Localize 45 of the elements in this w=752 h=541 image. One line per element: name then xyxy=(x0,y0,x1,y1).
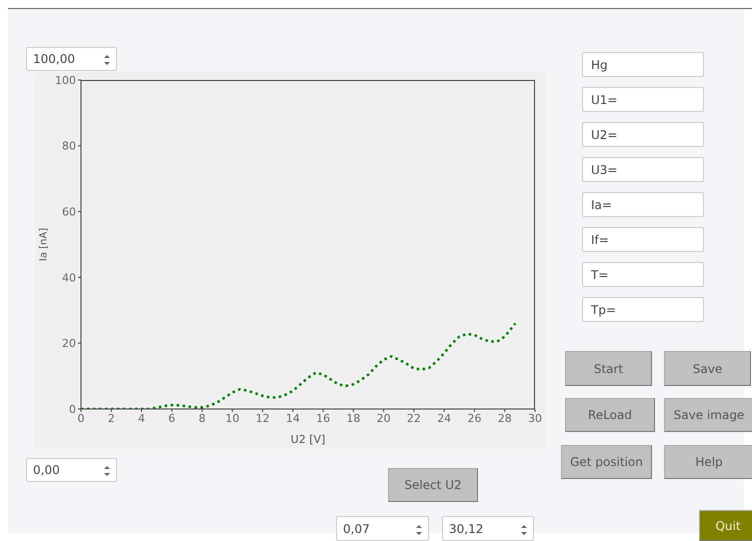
y-tick-label: 0 xyxy=(69,402,76,416)
spin-box: 30,12 xyxy=(442,516,534,541)
x-axis-title: U2 [V] xyxy=(290,433,326,446)
button: Help xyxy=(664,445,752,479)
x-tick-label: 22 xyxy=(406,412,421,425)
button: Save image xyxy=(664,398,752,432)
button: Save xyxy=(664,351,751,386)
y-tick-label: 80 xyxy=(62,140,76,153)
text-field: U1= xyxy=(582,87,704,112)
x-tick-label: 14 xyxy=(286,412,300,425)
spin-box: 100,00 xyxy=(26,47,117,71)
button: Select U2 xyxy=(388,468,478,502)
x-tick-label: 10 xyxy=(225,412,240,425)
text-field: U2= xyxy=(582,122,704,147)
spin-box: 0,00 xyxy=(26,458,117,482)
text-field: If= xyxy=(582,227,704,252)
x-tick-label: 18 xyxy=(346,412,360,425)
y-tick-label: 20 xyxy=(62,337,76,350)
text-field: T= xyxy=(582,262,704,287)
x-tick-label: 26 xyxy=(467,412,482,425)
x-tick-label: 4 xyxy=(138,412,146,425)
x-tick-label: 12 xyxy=(256,412,270,425)
spin-box: 0,07 xyxy=(336,516,429,541)
x-tick-label: 2 xyxy=(108,412,115,425)
x-tick-label: 6 xyxy=(168,412,176,425)
button: Quit xyxy=(699,510,752,541)
x-tick-label: 30 xyxy=(528,412,542,425)
button: ReLoad xyxy=(565,398,655,432)
text-field: Tp= xyxy=(582,297,704,322)
x-tick-label: 24 xyxy=(437,412,452,425)
y-axis-title: Ia [nA] xyxy=(38,228,50,262)
y-tick-label: 100 xyxy=(55,74,76,87)
x-tick-label: 28 xyxy=(498,412,512,425)
x-tick-label: 20 xyxy=(376,412,391,425)
y-tick-label: 40 xyxy=(62,271,76,284)
text-field: Ia= xyxy=(582,192,704,217)
line-series xyxy=(81,322,517,409)
x-tick-label: 16 xyxy=(316,412,330,425)
button: Get position xyxy=(561,445,652,479)
y-tick-label: 60 xyxy=(62,206,76,219)
x-tick-label: 8 xyxy=(198,412,206,425)
button: Start xyxy=(565,351,652,386)
text-field: Hg xyxy=(582,52,704,77)
x-tick-label: 0 xyxy=(78,412,84,425)
text-field: U3= xyxy=(582,157,704,182)
